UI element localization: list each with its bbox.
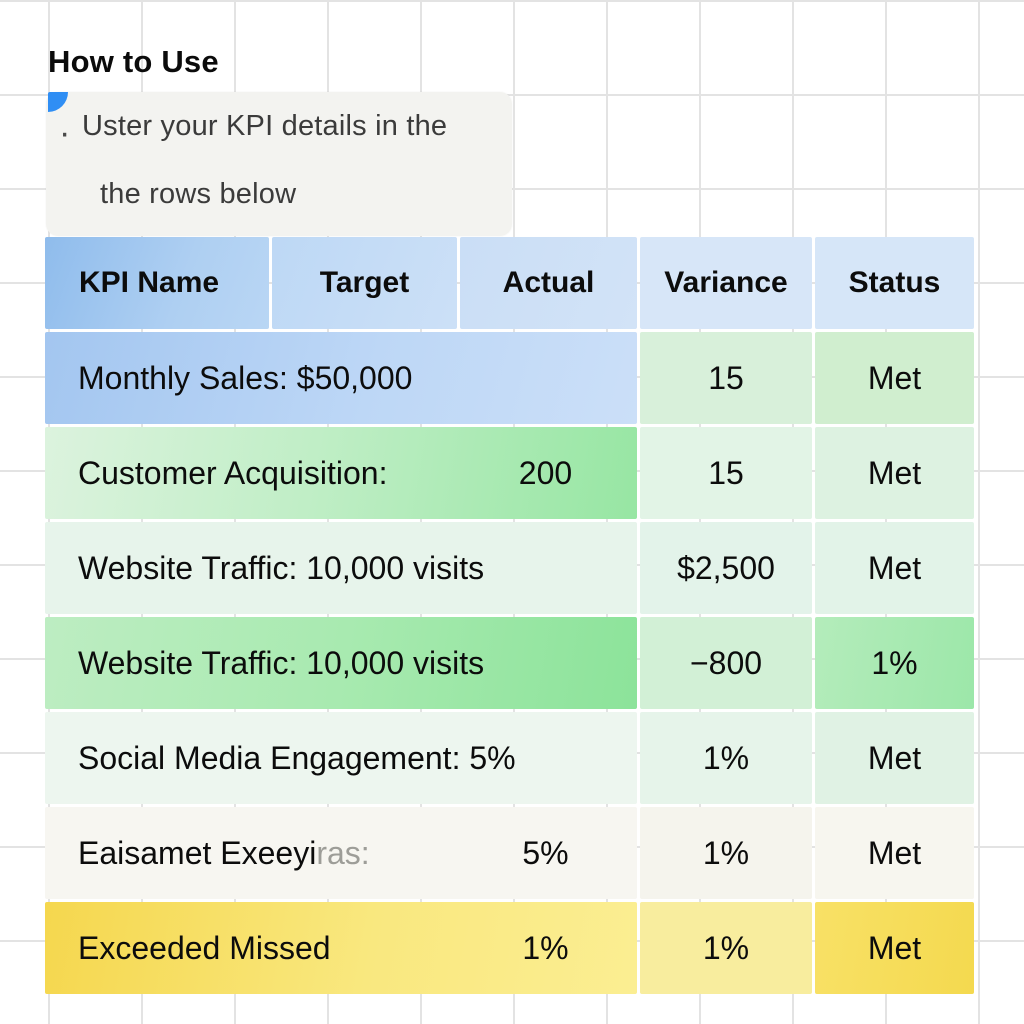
header-variance[interactable]: Variance <box>640 237 812 329</box>
header-kpi-name[interactable]: KPI Name <box>45 237 269 329</box>
kpi-name: Monthly Sales: $50,000 <box>78 359 413 396</box>
kpi-cell-row2[interactable]: Customer Acquisition: 200 <box>45 427 637 519</box>
page-title: How to Use <box>48 44 219 79</box>
header-target[interactable]: Target <box>272 237 457 329</box>
status-cell-row6[interactable]: Met <box>815 807 974 899</box>
kpi-cell-row5[interactable]: Social Media Engagement: 5% <box>45 712 637 804</box>
variance-cell-row4[interactable]: −800 <box>640 617 812 709</box>
variance-cell-row6[interactable]: 1% <box>640 807 812 899</box>
kpi-cell-row1[interactable]: Monthly Sales: $50,000 <box>45 332 637 424</box>
kpi-cell-row4[interactable]: Website Traffic: 10,000 visits <box>45 617 637 709</box>
note-text-line1: Uster your KPI details in the <box>82 110 448 142</box>
note-text-line2: the rows below <box>100 178 297 210</box>
kpi-cell-row7[interactable]: Exceeded Missed 1% <box>45 902 637 994</box>
status-cell-row7[interactable]: Met <box>815 902 974 994</box>
kpi-cell-row6[interactable]: Eaisamet Exeeyi ras: 5% <box>45 807 637 899</box>
kpi-table: KPI Name Target Actual Variance Status M… <box>45 237 974 994</box>
variance-cell-row3[interactable]: $2,500 <box>640 522 812 614</box>
status-cell-row3[interactable]: Met <box>815 522 974 614</box>
kpi-value: 1% <box>522 929 569 966</box>
variance-cell-row1[interactable]: 15 <box>640 332 812 424</box>
kpi-name: Social Media Engagement: 5% <box>78 739 516 776</box>
variance-cell-row7[interactable]: 1% <box>640 902 812 994</box>
how-to-use-note: · Uster your KPI details in the the rows… <box>46 92 512 236</box>
status-cell-row4[interactable]: 1% <box>815 617 974 709</box>
kpi-name: Eaisamet Exeeyi <box>78 834 317 871</box>
variance-cell-row5[interactable]: 1% <box>640 712 812 804</box>
status-cell-row5[interactable]: Met <box>815 712 974 804</box>
kpi-name: Customer Acquisition: <box>78 454 388 491</box>
kpi-value: 200 <box>518 454 573 491</box>
kpi-name: Exceeded Missed <box>78 929 331 966</box>
kpi-value: 5% <box>522 834 569 871</box>
kpi-name: Website Traffic: 10,000 visits <box>78 549 485 586</box>
status-cell-row1[interactable]: Met <box>815 332 974 424</box>
status-cell-row2[interactable]: Met <box>815 427 974 519</box>
kpi-cell-row3[interactable]: Website Traffic: 10,000 visits <box>45 522 637 614</box>
comment-corner-icon <box>48 92 68 112</box>
note-bullet: · <box>59 114 71 152</box>
header-actual[interactable]: Actual <box>460 237 637 329</box>
variance-cell-row2[interactable]: 15 <box>640 427 812 519</box>
kpi-name: Website Traffic: 10,000 visits <box>78 644 485 681</box>
header-status[interactable]: Status <box>815 237 974 329</box>
kpi-name-faded: ras: <box>316 834 370 871</box>
